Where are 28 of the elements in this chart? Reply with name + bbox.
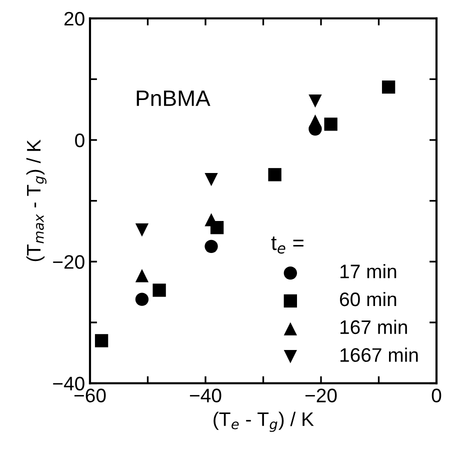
point [152, 284, 166, 297]
legend-label: 1667 min [340, 348, 418, 362]
x-tick-label: 0 [432, 388, 442, 402]
point [308, 94, 322, 108]
point [135, 269, 149, 282]
x-tick-label: −40 [190, 388, 222, 402]
legend-label: 167 min [340, 320, 407, 334]
point [204, 240, 218, 254]
x-axis-title: (T$_{e}$ - T$_{g}$) / K [214, 412, 314, 432]
point [308, 114, 322, 128]
legend-label: 60 min [340, 292, 396, 306]
point [382, 80, 396, 94]
y-tick-label: 20 [64, 12, 84, 26]
legend-label: 17 min [340, 264, 396, 278]
x-tick-label: −20 [305, 388, 337, 402]
y-axis-title: (T$_{max}$ - T$_{g}$) / K [26, 140, 46, 262]
point [204, 172, 218, 186]
point [135, 223, 149, 237]
annotation: PnBMA [136, 90, 210, 106]
y-tick-label: −20 [53, 255, 84, 269]
point [268, 168, 282, 182]
legend-title: t$_{e}$ = [271, 236, 304, 254]
point [94, 334, 108, 348]
point [324, 118, 338, 131]
x-tick-label: −60 [74, 388, 106, 402]
point [135, 292, 149, 306]
y-tick-label: 0 [75, 133, 84, 148]
y-tick-label: −40 [53, 376, 84, 390]
